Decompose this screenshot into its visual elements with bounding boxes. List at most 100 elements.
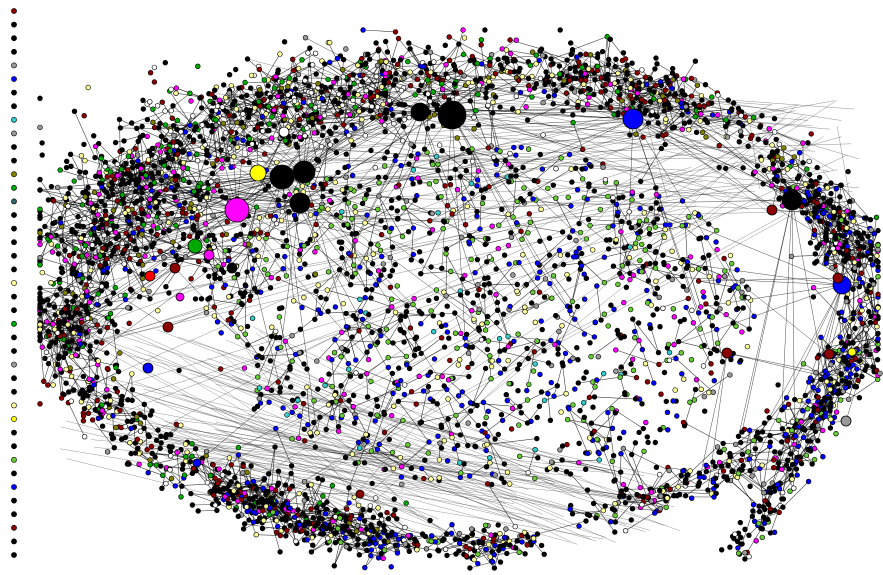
graph-edge — [726, 352, 840, 377]
graph-node — [410, 181, 416, 187]
graph-node — [408, 465, 415, 471]
graph-node — [401, 205, 407, 211]
graph-node — [661, 369, 668, 376]
graph-edge — [492, 112, 634, 120]
graph-node — [373, 396, 380, 403]
graph-node — [442, 183, 448, 189]
graph-edge — [177, 337, 670, 492]
graph-node — [537, 75, 544, 82]
graph-edge — [212, 142, 251, 174]
graph-node — [463, 168, 469, 174]
graph-node — [163, 137, 169, 144]
graph-node — [313, 288, 319, 294]
graph-edge — [749, 120, 760, 189]
graph-node — [630, 272, 637, 278]
graph-edge — [290, 525, 297, 542]
graph-node — [447, 182, 454, 188]
graph-node — [745, 286, 752, 292]
graph-node — [586, 394, 593, 401]
graph-edge — [341, 326, 369, 333]
graph-edge — [840, 185, 871, 220]
graph-edge — [309, 417, 321, 433]
graph-node — [564, 416, 571, 423]
graph-edge — [685, 225, 688, 262]
graph-node — [547, 280, 553, 287]
graph-node — [439, 335, 445, 341]
graph-node — [642, 361, 649, 367]
graph-node — [444, 386, 450, 393]
graph-edge — [86, 286, 102, 295]
graph-node — [730, 320, 736, 326]
graph-edge — [201, 462, 208, 483]
graph-edge — [299, 154, 516, 204]
graph-node — [581, 375, 587, 381]
graph-node — [331, 350, 338, 356]
graph-edge — [119, 119, 166, 141]
graph-node — [693, 377, 700, 383]
graph-node — [209, 284, 215, 290]
graph-edge — [489, 262, 517, 293]
graph-node — [505, 343, 511, 350]
graph-node — [474, 208, 480, 215]
graph-node — [428, 308, 434, 314]
graph-node — [356, 328, 362, 334]
graph-edge — [741, 131, 775, 137]
graph-edge — [409, 346, 445, 369]
graph-edge — [678, 485, 699, 488]
graph-node — [485, 236, 491, 242]
graph-edge — [39, 336, 45, 382]
graph-edge — [781, 199, 793, 410]
graph-node — [344, 271, 350, 277]
graph-node — [508, 230, 514, 236]
graph-node — [288, 384, 294, 390]
graph-node — [600, 446, 606, 452]
graph-node — [466, 373, 472, 380]
graph-edge — [406, 337, 442, 365]
graph-edge — [442, 89, 479, 95]
graph-node — [323, 296, 329, 302]
graph-node — [228, 310, 234, 316]
graph-edge — [539, 50, 579, 63]
graph-edge — [61, 118, 692, 399]
graph-node — [495, 245, 501, 252]
graph-node — [629, 197, 635, 203]
graph-node — [692, 210, 698, 216]
graph-node — [586, 181, 592, 187]
graph-node — [605, 224, 612, 231]
graph-node — [341, 407, 348, 414]
graph-node — [663, 398, 669, 405]
graph-edge — [550, 58, 577, 79]
graph-node — [606, 437, 612, 443]
graph-node — [226, 112, 232, 119]
graph-node — [325, 402, 332, 408]
graph-node — [194, 151, 200, 158]
graph-edge — [245, 245, 251, 286]
graph-node — [335, 428, 342, 434]
graph-edge — [460, 176, 478, 212]
graph-node — [255, 374, 261, 380]
graph-node — [555, 351, 561, 357]
graph-node — [376, 277, 382, 283]
graph-node — [311, 398, 317, 404]
graph-edge — [588, 186, 633, 193]
graph-node — [347, 373, 354, 379]
graph-node — [312, 316, 318, 323]
graph-node — [567, 308, 573, 314]
graph-node — [536, 289, 543, 295]
graph-node — [75, 213, 81, 220]
graph-node — [487, 455, 493, 461]
graph-node — [225, 317, 232, 323]
graph-node — [652, 265, 659, 271]
graph-node — [306, 82, 312, 89]
graph-node — [416, 249, 423, 255]
graph-edge — [485, 79, 519, 93]
graph-edge — [208, 132, 234, 157]
graph-edge — [320, 121, 362, 124]
graph-edge — [308, 126, 318, 160]
graph-edge — [420, 228, 444, 274]
graph-edge — [268, 76, 277, 107]
graph-edge — [366, 289, 414, 305]
graph-edge — [193, 453, 506, 504]
graph-node — [267, 358, 274, 364]
graph-edge — [587, 489, 624, 496]
